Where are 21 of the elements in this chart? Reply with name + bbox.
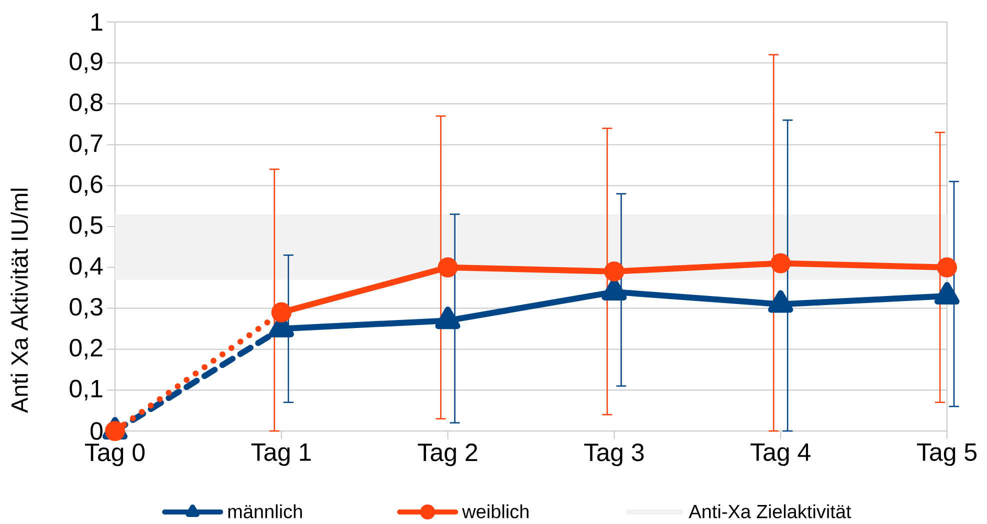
x-tick-label: Tag 0 [84,444,145,466]
y-tick-label: 0,7 [70,134,102,156]
x-tick-label: Tag 5 [916,444,977,466]
legend-label: weiblich [462,504,528,518]
x-tick-label: Tag 1 [251,444,311,466]
y-tick-label: 0,2 [70,338,102,360]
x-tick-label: Tag 3 [584,444,644,466]
y-tick-label: 0,4 [70,257,103,278]
legend-label: Anti-Xa Zielaktivität [688,504,852,518]
y-axis-title: Anti Xa Aktivität IU/ml [10,188,28,414]
y-tick-label: 0 [90,422,102,440]
y-tick-label: 0,9 [70,52,102,74]
y-tick-label: 0,5 [70,216,102,237]
y-tick-label: 0,1 [70,380,102,400]
x-tick-label: Tag 4 [750,444,810,466]
legend-label: männlich [228,504,302,518]
y-tick-label: 0,8 [70,93,102,114]
y-tick-label: 0,6 [70,175,102,196]
x-tick-label: Tag 2 [418,444,478,466]
y-tick-label: 1 [91,13,102,31]
y-tick-label: 0,3 [70,298,102,319]
